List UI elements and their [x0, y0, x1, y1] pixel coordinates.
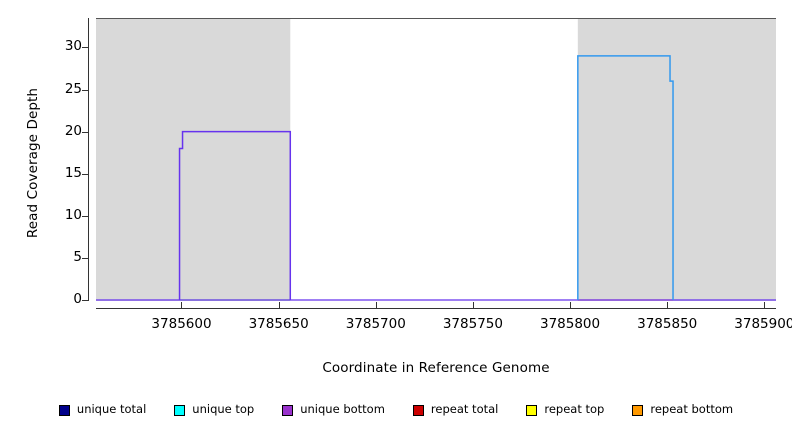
y-tick-10 — [82, 216, 89, 217]
y-tick-label-15: 15 — [64, 164, 82, 181]
x-axis-title: Coordinate in Reference Genome — [322, 360, 550, 376]
legend-item-repeat-total[interactable]: repeat total — [412, 402, 499, 417]
y-axis-tick-labels: 0 5 10 15 20 25 30 — [30, 0, 82, 432]
y-axis-line — [88, 18, 89, 300]
legend-swatch-icon — [526, 404, 538, 416]
legend-label: unique total — [76, 402, 147, 417]
legend-swatch-icon — [174, 404, 186, 416]
x-tick-label-3785900: 3785900 — [734, 316, 792, 332]
legend-item-unique-total[interactable]: unique total — [58, 402, 147, 417]
x-tick-label-3785700: 3785700 — [345, 316, 406, 332]
x-tick-label-3785650: 3785650 — [248, 316, 309, 332]
legend-swatch-icon — [412, 404, 424, 416]
y-tick-5 — [82, 258, 89, 259]
legend-label: unique top — [192, 402, 255, 417]
y-tick-label-5: 5 — [73, 248, 82, 265]
x-tick-label-3785800: 3785800 — [539, 316, 601, 332]
x-tick-3785850 — [667, 302, 668, 309]
y-tick-30 — [82, 47, 89, 48]
chart-legend: unique total unique top unique bottom repea… — [0, 400, 792, 420]
y-tick-label-0: 0 — [73, 291, 82, 307]
legend-label: repeat bottom — [650, 402, 734, 417]
y-tick-0 — [82, 300, 89, 301]
legend-swatch-icon — [282, 404, 294, 416]
x-tick-3785900 — [764, 302, 765, 309]
legend-label: repeat total — [430, 402, 499, 417]
x-tick-3785600 — [181, 302, 182, 309]
y-tick-label-25: 25 — [64, 80, 82, 97]
x-axis-line — [96, 308, 776, 309]
legend-item-unique-top[interactable]: unique top — [174, 404, 254, 416]
x-tick-3785650 — [279, 302, 280, 309]
x-tick-3785700 — [376, 302, 377, 309]
legend-label: unique bottom — [300, 402, 385, 417]
y-tick-15 — [82, 174, 89, 175]
x-tick-3785800 — [570, 302, 571, 309]
plot-area — [96, 18, 776, 301]
y-tick-label-30: 30 — [64, 38, 82, 55]
y-tick-label-10: 10 — [64, 206, 82, 223]
right-coverage-step — [577, 55, 674, 300]
annotated-feature-right — [577, 18, 776, 301]
legend-item-repeat-bottom[interactable]: repeat bottom — [632, 404, 733, 416]
annotated-feature-left — [96, 18, 291, 301]
legend-swatch-icon — [632, 404, 644, 416]
legend-item-repeat-top[interactable]: repeat top — [526, 404, 604, 416]
x-tick-label-3785600: 3785600 — [151, 316, 212, 332]
y-tick-20 — [82, 132, 89, 133]
plot-svg — [96, 18, 776, 301]
legend-item-unique-bottom[interactable]: unique bottom — [282, 404, 385, 416]
x-tick-label-3785750: 3785750 — [442, 316, 503, 332]
left-coverage-step — [178, 130, 292, 300]
x-tick-3785750 — [473, 302, 474, 309]
x-tick-label-3785850: 3785850 — [637, 316, 698, 332]
legend-swatch-icon — [58, 404, 70, 416]
y-tick-label-20: 20 — [64, 122, 82, 139]
y-tick-25 — [82, 90, 89, 91]
legend-label: repeat top — [544, 402, 605, 417]
